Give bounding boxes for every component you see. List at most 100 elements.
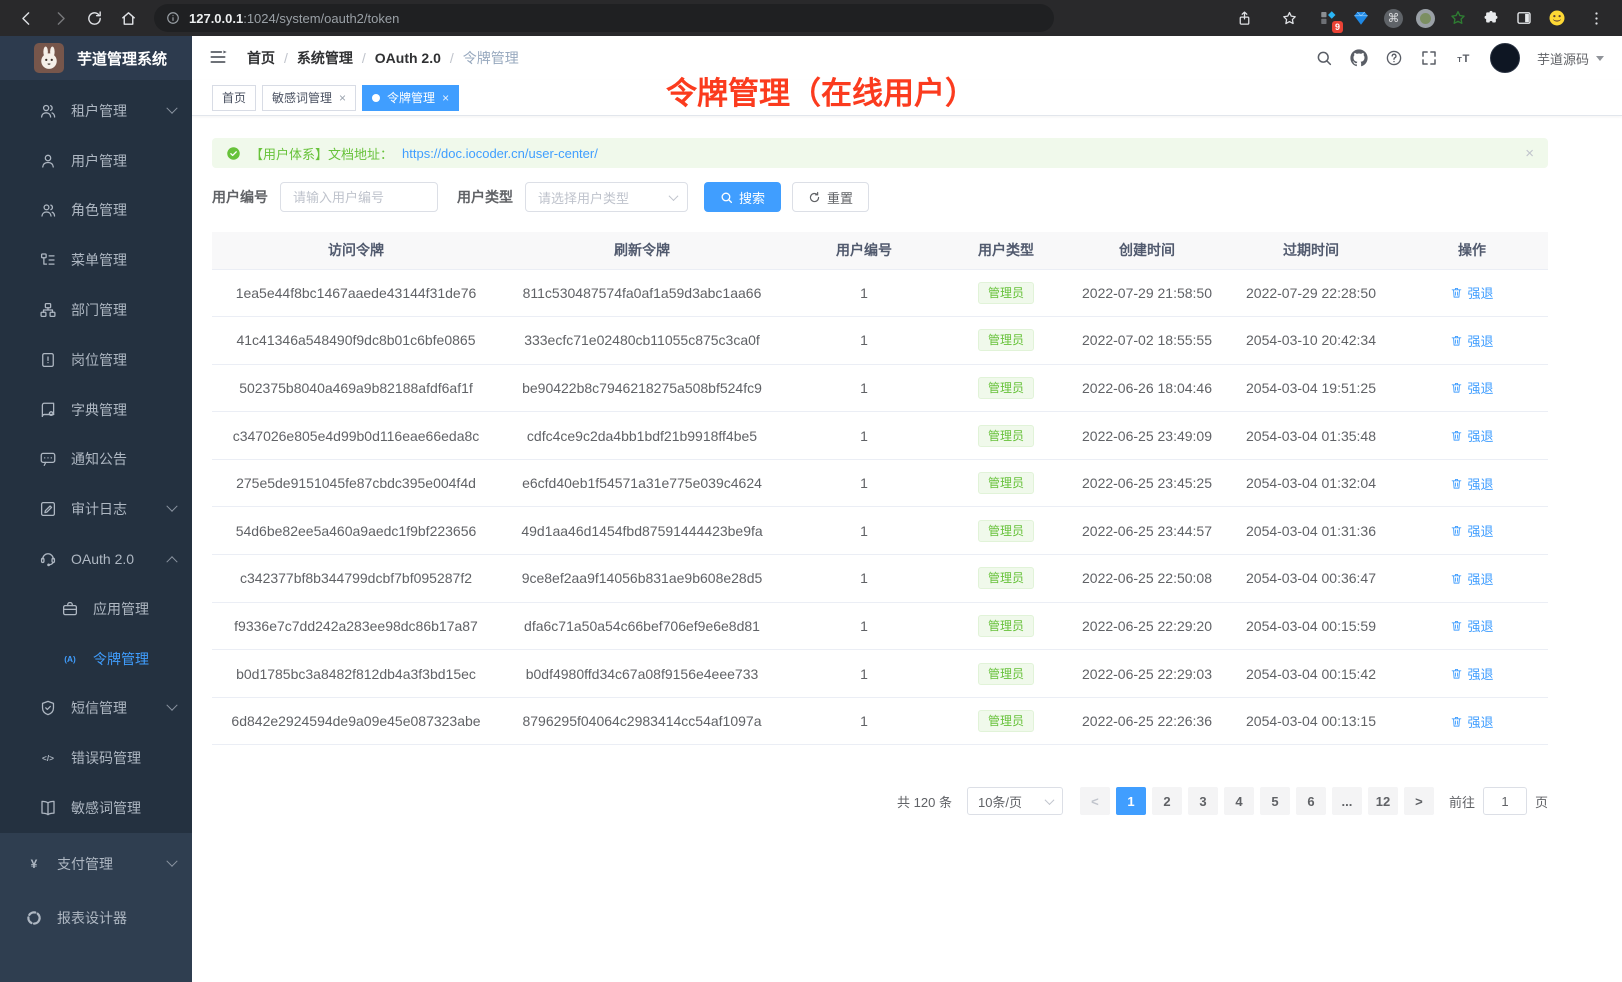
force-logout-button[interactable]: 强退	[1450, 616, 1494, 635]
user-type-tag: 管理员	[977, 329, 1034, 352]
sidebar-item-15[interactable]: ¥ 支付管理	[0, 837, 192, 891]
action-cell: 强退	[1396, 506, 1548, 556]
sidebar-item-6[interactable]: 字典管理	[0, 385, 192, 435]
profile-avatar-icon[interactable]	[1547, 8, 1567, 28]
close-icon[interactable]: ×	[339, 90, 347, 105]
user-type-tag: 管理员	[977, 662, 1034, 685]
search-icon[interactable]	[1315, 49, 1333, 67]
bookmark-star-icon[interactable]	[1273, 4, 1305, 32]
prev-page-button[interactable]: <	[1079, 787, 1110, 816]
user-id-cell: 1	[784, 411, 944, 460]
sidebar-item-4[interactable]: 部门管理	[0, 285, 192, 335]
tenants-icon	[38, 101, 58, 121]
sidebar-item-13[interactable]: </> 错误码管理	[0, 733, 192, 783]
breadcrumb-item[interactable]: 首页	[247, 50, 275, 66]
alert-close-icon[interactable]: ×	[1525, 144, 1534, 162]
sidebar-item-0[interactable]: 租户管理	[0, 86, 192, 136]
page-button-5[interactable]: 5	[1259, 787, 1290, 816]
force-logout-button[interactable]: 强退	[1450, 283, 1494, 302]
page-button-1[interactable]: 1	[1115, 787, 1146, 816]
force-logout-button[interactable]: 强退	[1450, 712, 1494, 731]
search-button[interactable]: 搜索	[704, 182, 782, 212]
page-button-12[interactable]: 12	[1367, 787, 1398, 816]
force-logout-button[interactable]: 强退	[1450, 474, 1494, 493]
access-token-cell: f9336e7c7dd242a283ee98dc86b17a87	[212, 602, 500, 651]
user-menu[interactable]: 芋道源码	[1537, 49, 1604, 68]
reload-icon[interactable]	[78, 4, 110, 32]
site-info-icon[interactable]	[166, 11, 180, 25]
created-time-cell: 2022-06-25 23:45:25	[1068, 459, 1226, 508]
breadcrumb-item[interactable]: OAuth 2.0	[374, 50, 441, 66]
sidebar-item-8[interactable]: 审计日志	[0, 484, 192, 534]
more-pages-button[interactable]: ...	[1331, 787, 1362, 816]
forward-icon[interactable]	[44, 4, 76, 32]
extension-command-icon[interactable]: ⌘	[1384, 8, 1403, 28]
created-time-cell: 2022-06-25 22:29:03	[1068, 649, 1226, 698]
extension-record-icon[interactable]	[1416, 8, 1435, 28]
user-avatar[interactable]	[1489, 43, 1520, 73]
user-id-input[interactable]	[280, 182, 438, 212]
table-row: c342377bf8b344799dcbf7bf095287f2 9ce8ef2a…	[212, 554, 1548, 603]
breadcrumb: 首页 / 系统管理 / OAuth 2.0 / 令牌管理	[247, 48, 519, 68]
access-token-cell: b0d1785bc3a8482f812db4a3f3bd15ec	[212, 649, 500, 698]
sidebar-item-1[interactable]: 用户管理	[0, 136, 192, 186]
token-table: 访问令牌 刷新令牌 用户编号 用户类型 创建时间 过期时间 操作 1ea5e44f8bc14…	[212, 232, 1548, 746]
page-button-3[interactable]: 3	[1187, 787, 1218, 816]
page-size-select[interactable]: 10条/页	[966, 787, 1063, 816]
force-logout-button[interactable]: 强退	[1450, 521, 1494, 540]
refresh-icon	[809, 191, 820, 202]
force-logout-button[interactable]: 强退	[1450, 331, 1494, 350]
reset-button[interactable]: 重置	[792, 182, 870, 212]
sidebar-item-10[interactable]: 应用管理	[0, 584, 192, 634]
extension-star-icon[interactable]	[1448, 8, 1468, 28]
help-icon[interactable]	[1385, 49, 1403, 67]
sidebar-item-5[interactable]: 岗位管理	[0, 335, 192, 385]
sidebar-item-2[interactable]: 角色管理	[0, 186, 192, 236]
tab-令牌管理[interactable]: 令牌管理 ×	[362, 84, 460, 111]
trash-icon	[1450, 524, 1463, 537]
side-panel-icon[interactable]	[1514, 8, 1534, 28]
share-icon[interactable]	[1228, 4, 1260, 32]
sidebar-item-3[interactable]: 菜单管理	[0, 235, 192, 285]
page-button-2[interactable]: 2	[1151, 787, 1182, 816]
extensions-puzzle-icon[interactable]	[1481, 8, 1501, 28]
access-token-cell: c347026e805e4d99b0d116eae66eda8c	[212, 411, 500, 460]
breadcrumb-item[interactable]: 系统管理	[296, 50, 353, 66]
force-logout-button[interactable]: 强退	[1450, 426, 1494, 445]
back-icon[interactable]	[10, 4, 42, 32]
close-icon[interactable]: ×	[442, 90, 450, 105]
address-bar[interactable]: 127.0.0.1:1024/system/oauth2/token	[154, 4, 1054, 32]
next-page-button[interactable]: >	[1403, 787, 1434, 816]
fullscreen-icon[interactable]	[1420, 49, 1438, 67]
extension-gem-icon[interactable]	[1351, 8, 1371, 28]
tab-首页[interactable]: 首页	[212, 84, 257, 111]
sidebar-item-7[interactable]: 通知公告	[0, 435, 192, 485]
home-icon[interactable]	[112, 4, 144, 32]
sidebar-item-11[interactable]: (A) 令牌管理	[0, 634, 192, 684]
expire-time-cell: 2054-03-04 00:15:42	[1226, 649, 1396, 698]
extension-grid-icon[interactable]: 9	[1318, 8, 1343, 33]
tab-敏感词管理[interactable]: 敏感词管理 ×	[262, 84, 357, 111]
sidebar-item-14[interactable]: 敏感词管理	[0, 783, 192, 833]
force-logout-button[interactable]: 强退	[1450, 569, 1494, 588]
app-logo-row[interactable]: 芋道管理系统	[0, 36, 192, 80]
force-logout-button[interactable]: 强退	[1450, 664, 1494, 683]
column-header: 操作	[1396, 232, 1548, 270]
sidebar-item-16[interactable]: 报表设计器	[0, 891, 192, 945]
sidebar-item-9[interactable]: OAuth 2.0	[0, 534, 192, 584]
alert-doc-link[interactable]: https://doc.iocoder.cn/user-center/	[402, 145, 598, 161]
browser-menu-icon[interactable]	[1580, 4, 1612, 32]
user-type-select[interactable]: 请选择用户类型	[525, 182, 688, 212]
user-id-cell: 1	[784, 316, 944, 365]
sidebar-toggle-icon[interactable]	[208, 47, 230, 69]
table-row: b0d1785bc3a8482f812db4a3f3bd15ec b0df4980…	[212, 649, 1548, 698]
force-logout-button[interactable]: 强退	[1450, 378, 1494, 397]
sidebar-item-12[interactable]: 短信管理	[0, 684, 192, 734]
pay-icon: ¥	[24, 854, 44, 874]
goto-page-input[interactable]	[1482, 787, 1527, 816]
page-button-6[interactable]: 6	[1295, 787, 1326, 816]
user-type-tag: 管理员	[977, 424, 1034, 447]
page-button-4[interactable]: 4	[1223, 787, 1254, 816]
github-icon[interactable]	[1350, 49, 1368, 67]
